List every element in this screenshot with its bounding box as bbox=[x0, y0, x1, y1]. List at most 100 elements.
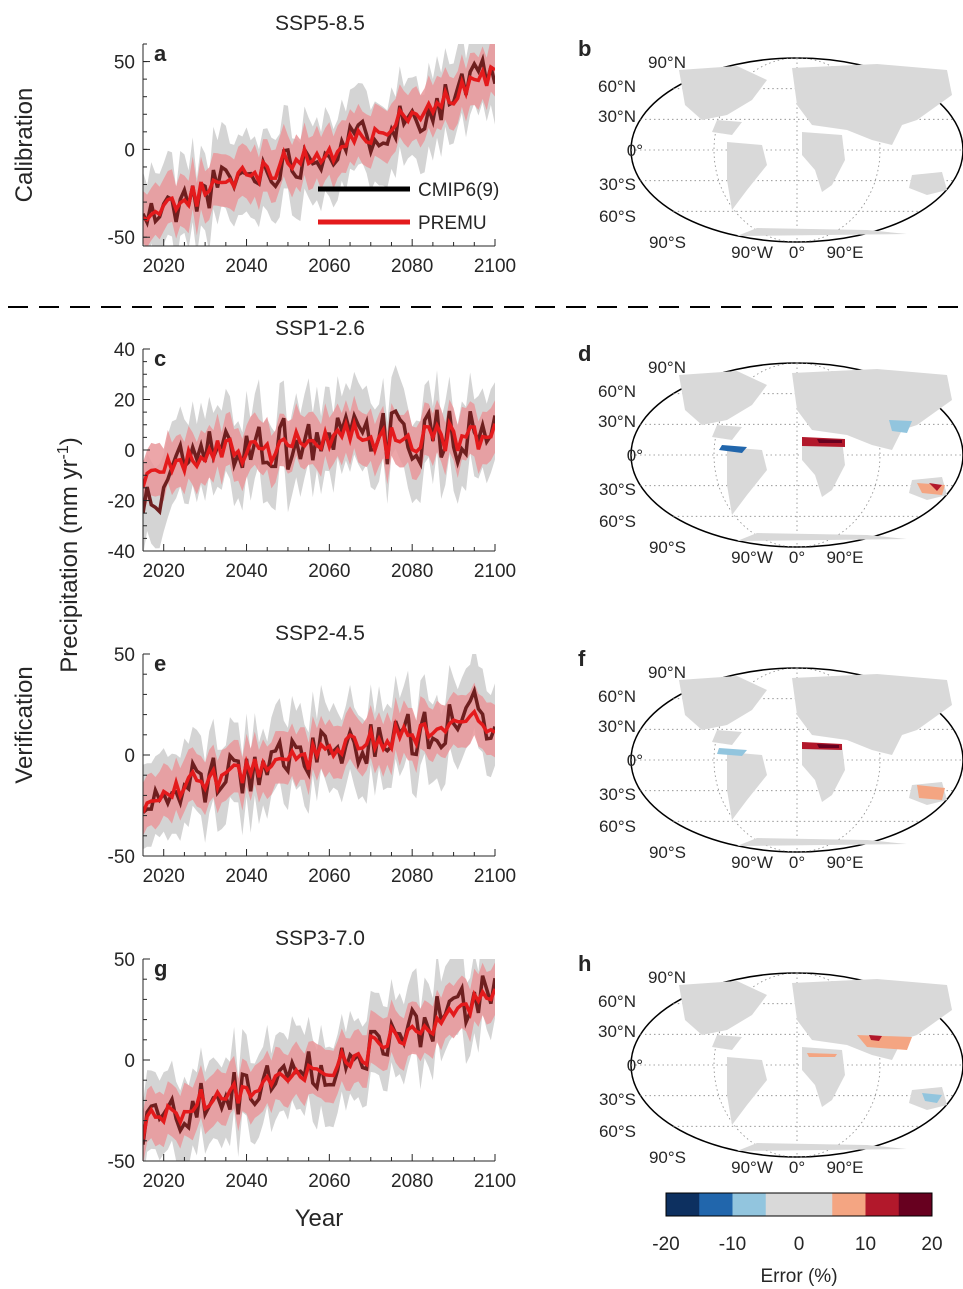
latitude-label: 90°N bbox=[648, 358, 686, 377]
land-mass bbox=[727, 752, 767, 820]
land-mass bbox=[909, 172, 947, 195]
panel-title: SSP1-2.6 bbox=[275, 317, 365, 340]
land-mass bbox=[727, 447, 767, 515]
y-tick-label: -50 bbox=[108, 847, 135, 868]
latitude-label: 60°N bbox=[598, 687, 636, 706]
latitude-label: 30°N bbox=[598, 1022, 636, 1041]
panel-letter: h bbox=[578, 951, 591, 976]
x-tick-label: 2080 bbox=[391, 1171, 433, 1192]
longitude-label: 0° bbox=[789, 548, 805, 567]
y-axis-label-end: ) bbox=[56, 437, 83, 445]
panel-g: 50 0 -50 2020 2040 2060 2080 2100 SSP3-7.0 g bbox=[108, 927, 517, 1192]
land-mass bbox=[802, 742, 845, 802]
panel-a: 50 0 -50 2020 2040 2060 2080 2100 SSP5-8.5 a bbox=[108, 12, 517, 277]
y-tick-label: 0 bbox=[124, 140, 135, 161]
latitude-label: 90°S bbox=[649, 843, 686, 862]
land-mass bbox=[802, 437, 845, 497]
x-tick-label: 2060 bbox=[308, 256, 350, 277]
cmip6-mean-line bbox=[143, 975, 495, 1145]
panel-letter: g bbox=[154, 956, 167, 981]
panel-h: 90°N 60°N 30°N 0° 30°S 60°S 90°S 90°W 0° 90°E h bbox=[578, 951, 963, 1177]
longitude-label: 0° bbox=[789, 853, 805, 872]
colorbar-segment bbox=[666, 1193, 700, 1216]
error-hotspot bbox=[807, 1053, 837, 1057]
land-mass bbox=[792, 369, 952, 450]
x-tick-label: 2080 bbox=[391, 866, 433, 887]
y-axis-label: Precipitation (mm yr-1) bbox=[55, 437, 83, 673]
y-tick-label: 50 bbox=[114, 645, 135, 666]
land-mass bbox=[679, 676, 767, 730]
x-tick-label: 2100 bbox=[474, 256, 516, 277]
latitude-label: 90°N bbox=[648, 53, 686, 72]
panel-title: SSP3-7.0 bbox=[275, 927, 365, 950]
latitude-label: 0° bbox=[627, 141, 643, 160]
panel-b: 90°N 60°N 30°N 0° 30°S 60°S 90°S 90°W 0° 90°E b bbox=[578, 36, 963, 262]
premu-mean-line bbox=[143, 988, 495, 1140]
premu-spread-band bbox=[143, 44, 495, 246]
plot-area bbox=[143, 959, 495, 1161]
panel-letter: d bbox=[578, 341, 591, 366]
land-mass bbox=[712, 120, 742, 135]
x-tick-label: 2040 bbox=[225, 256, 267, 277]
longitude-label: 90°W bbox=[731, 1158, 773, 1177]
land-mass bbox=[679, 66, 767, 120]
panel-letter: c bbox=[154, 346, 166, 371]
colorbar-frame bbox=[665, 1192, 933, 1217]
premu-mean-line bbox=[143, 708, 495, 814]
land-mass bbox=[712, 730, 742, 745]
colorbar-tick-label: -10 bbox=[719, 1234, 746, 1255]
latitude-label: 60°S bbox=[599, 817, 636, 836]
land-mass bbox=[712, 1035, 742, 1050]
x-tick-label: 2020 bbox=[143, 256, 185, 277]
panel-letter: b bbox=[578, 36, 591, 61]
panel-title: SSP2-4.5 bbox=[275, 622, 365, 645]
error-hotspot bbox=[869, 1035, 882, 1041]
plot-area bbox=[143, 654, 495, 850]
colorbar-tick-label: 20 bbox=[921, 1234, 942, 1255]
error-hotspot bbox=[817, 439, 842, 443]
colorbar-segment bbox=[699, 1193, 733, 1216]
panel-letter: f bbox=[578, 646, 586, 671]
land-mass bbox=[737, 533, 907, 541]
longitude-label: 90°E bbox=[826, 243, 863, 262]
error-hotspot bbox=[929, 483, 942, 491]
land-mass bbox=[712, 425, 742, 440]
latitude-label: 60°S bbox=[599, 512, 636, 531]
longitude-label: 0° bbox=[789, 243, 805, 262]
latitude-label: 90°N bbox=[648, 663, 686, 682]
x-tick-label: 2040 bbox=[225, 866, 267, 887]
cmip6-mean-line bbox=[143, 407, 495, 516]
longitude-label: 90°W bbox=[731, 853, 773, 872]
y-tick-label: 0 bbox=[124, 441, 135, 462]
longitude-label: 90°E bbox=[826, 853, 863, 872]
latitude-label: 90°S bbox=[649, 538, 686, 557]
land-mass bbox=[679, 981, 767, 1035]
y-tick-label: -50 bbox=[108, 228, 135, 249]
longitude-label: 90°E bbox=[826, 1158, 863, 1177]
x-tick-label: 2060 bbox=[308, 1171, 350, 1192]
x-tick-label: 2020 bbox=[143, 1171, 185, 1192]
premu-mean-line bbox=[143, 416, 495, 488]
colorbar: -20 -10 0 10 20 Error (%) bbox=[652, 1192, 943, 1287]
land-mass bbox=[679, 371, 767, 425]
latitude-label: 60°N bbox=[598, 382, 636, 401]
error-hotspot bbox=[817, 744, 839, 748]
x-tick-label: 2080 bbox=[391, 256, 433, 277]
panel-letter: a bbox=[154, 41, 167, 66]
land-mass bbox=[792, 64, 952, 145]
land-mass bbox=[802, 1047, 845, 1107]
plot-area bbox=[143, 365, 495, 551]
legend: CMIP6(9) PREMU bbox=[318, 180, 499, 234]
latitude-label: 0° bbox=[627, 1056, 643, 1075]
x-tick-label: 2080 bbox=[391, 561, 433, 582]
y-axis-label-main: Precipitation (mm yr bbox=[56, 459, 83, 672]
y-tick-label: -20 bbox=[108, 492, 135, 513]
latitude-label: 90°N bbox=[648, 968, 686, 987]
latitude-label: 60°S bbox=[599, 1122, 636, 1141]
latitude-label: 30°S bbox=[599, 480, 636, 499]
latitude-label: 90°S bbox=[649, 233, 686, 252]
x-tick-label: 2060 bbox=[308, 561, 350, 582]
y-tick-label: 40 bbox=[114, 340, 135, 361]
y-tick-label: -50 bbox=[108, 1152, 135, 1173]
row-label-calibration: Calibration bbox=[11, 88, 38, 203]
